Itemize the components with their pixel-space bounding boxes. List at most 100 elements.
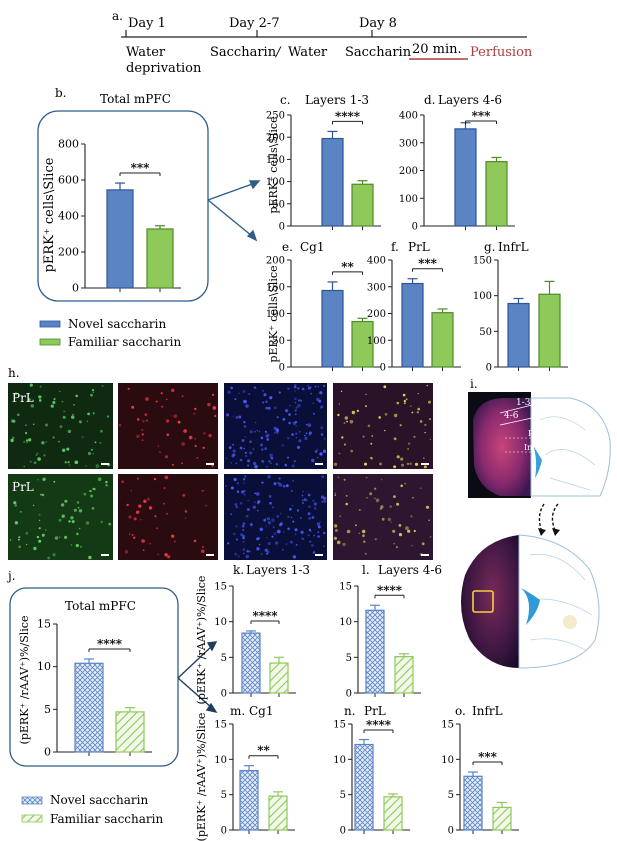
panel-letter-h: h. <box>8 366 20 380</box>
chart-n-title: PrL <box>364 704 386 718</box>
chart-n-ytick-label: 0 <box>340 826 346 837</box>
chart-n-ytick-label: 5 <box>340 790 346 801</box>
arrows-bottom <box>177 641 218 714</box>
chart-j-ylabel: (pERK⁺ /rAAV⁺)%/Slice <box>18 616 31 745</box>
chart-k-ylabel: (pERK⁺ /rAAV⁺)%/Slice <box>195 576 208 705</box>
chart-f-ytick-label: 200 <box>367 309 386 320</box>
legend-bottom-familiar-label: Familiar saccharin <box>50 812 163 826</box>
chart-d-title: Layers 4-6 <box>438 93 502 107</box>
chart-b-letter: b. <box>55 86 67 100</box>
atlas-arrowheads <box>538 528 560 536</box>
chart-j-ytick-label: 10 <box>37 660 51 673</box>
chart-c-ytick-label: 0 <box>279 222 285 233</box>
chart-j: j. Total mPFC 0 5 10 15 (pERK⁺ /rAAV⁺)%/Slice *… <box>6 569 152 759</box>
chart-m-ytick-label: 5 <box>221 790 227 801</box>
panel-j-frame <box>9 587 179 767</box>
chart-f-bar-familiar <box>431 312 454 368</box>
chart-o-letter: o. <box>455 704 466 718</box>
chart-e-bar-novel <box>321 289 344 368</box>
chart-m-title: Cg1 <box>249 704 274 718</box>
micro-row1-label: PrL <box>12 391 34 405</box>
chart-e-sig-label: ** <box>341 260 354 274</box>
chart-n: n. PrL 0 5 10 15 **** <box>333 704 410 837</box>
chart-e-ytick-label: 150 <box>266 282 285 293</box>
chart-m-ytick-label: 0 <box>221 826 227 837</box>
chart-f-bar-novel <box>401 282 424 368</box>
chart-m-bar-novel <box>239 770 259 831</box>
day27-label: Day 2-7 <box>229 16 280 31</box>
chart-g: g. InfrL 0 50 100 150 <box>473 240 568 374</box>
chart-d-ytick-label: 100 <box>399 194 418 205</box>
micro-row2-label: PrL <box>12 480 34 494</box>
chart-l-ytick-label: 15 <box>339 582 352 593</box>
chart-c-ytick-label: 100 <box>266 177 285 188</box>
timeline-panel: a. Day 1 Day 2-7 Day 8 Water deprivation… <box>112 9 533 76</box>
legend-top-familiar-label: Familiar saccharin <box>68 335 181 349</box>
chart-j-ytick-label: 0 <box>44 746 51 759</box>
day8-saccharin: Saccharin <box>345 45 412 60</box>
micro-r2-merge <box>333 474 433 560</box>
chart-l-title: Layers 4-6 <box>378 563 442 577</box>
chart-g-ytick-label: 50 <box>479 327 492 338</box>
chart-l-ytick-label: 0 <box>346 689 352 700</box>
chart-d-bar-novel <box>454 128 477 227</box>
chart-g-ytick-label: 0 <box>486 363 492 374</box>
chart-g-bar-familiar <box>538 293 561 368</box>
atlas-label-13: 1-3 <box>516 398 531 408</box>
legend-bottom-novel-swatch <box>21 796 43 805</box>
atlas-top-brain-photo <box>473 398 531 496</box>
chart-e-ylabel: pERK⁺ cells\Slice <box>267 265 280 362</box>
chart-e-letter: e. <box>282 240 293 254</box>
chart-c-ytick-label: 200 <box>266 133 285 144</box>
chart-b-title: Total mPFC <box>100 92 171 106</box>
chart-c-bar-novel <box>321 137 344 227</box>
chart-d: d. Layers 4-6 0 100 200 300 400 *** <box>399 93 515 233</box>
chart-e-title: Cg1 <box>300 240 325 254</box>
chart-f-sig-label: *** <box>418 257 438 271</box>
micro-grid: PrL PrL <box>8 383 433 560</box>
chart-d-ytick-label: 0 <box>412 222 418 233</box>
chart-m: m. Cg1 0 5 10 15 (pERK⁺ /rAAV⁺)%/Slice ** <box>195 704 295 841</box>
atlas-top: 1-3 4-6 Cg1 PrL InfrL <box>468 392 611 498</box>
chart-b-bar-familiar <box>146 228 174 289</box>
legend-bottom-novel-label: Novel saccharin <box>50 793 148 807</box>
chart-k-ytick-label: 10 <box>214 617 227 628</box>
chart-b-ytick-label: 200 <box>58 246 79 259</box>
legend-bottom: Novel saccharin Familiar saccharin <box>21 793 163 826</box>
chart-f-title: PrL <box>408 240 430 254</box>
chart-j-bar-novel <box>74 662 104 753</box>
legend-top-familiar-swatch <box>39 338 61 346</box>
chart-l: l. Layers 4-6 0 5 10 15 **** <box>339 563 442 700</box>
atlas-bottom-brain-drawing <box>518 534 600 669</box>
chart-n-bar-novel <box>354 743 374 831</box>
chart-g-letter: g. <box>484 240 496 254</box>
day27-water: Water <box>288 45 328 60</box>
micro-r1-red <box>118 383 218 469</box>
chart-o-bar-familiar <box>492 806 512 831</box>
chart-n-sig-label: **** <box>366 718 392 732</box>
chart-f-letter: f. <box>391 240 399 254</box>
atlas-bottom <box>461 534 600 669</box>
panel-letter-a: a. <box>112 9 123 23</box>
atlas-label-46: 4-6 <box>504 411 519 421</box>
chart-o-ytick-label: 10 <box>441 755 454 766</box>
chart-b-ytick-label: 0 <box>72 282 79 295</box>
chart-e-ytick-label: 50 <box>272 336 285 347</box>
chart-g-bar-novel <box>507 302 530 368</box>
chart-o-title: InfrL <box>472 704 503 718</box>
chart-j-title: Total mPFC <box>65 599 136 613</box>
chart-d-ytick-label: 400 <box>399 111 418 122</box>
chart-d-ytick-label: 200 <box>399 166 418 177</box>
chart-b-ylabel: pERK⁺ cells\Slice <box>42 157 57 272</box>
chart-l-letter: l. <box>362 563 370 577</box>
chart-f-ytick-label: 400 <box>367 256 386 267</box>
perfusion-label: Perfusion <box>470 45 533 60</box>
chart-j-letter: j. <box>6 569 16 583</box>
legend-top: Novel saccharin Familiar saccharin <box>39 317 181 349</box>
chart-k-bar-familiar <box>269 662 289 694</box>
chart-d-sig-label: *** <box>472 109 492 123</box>
